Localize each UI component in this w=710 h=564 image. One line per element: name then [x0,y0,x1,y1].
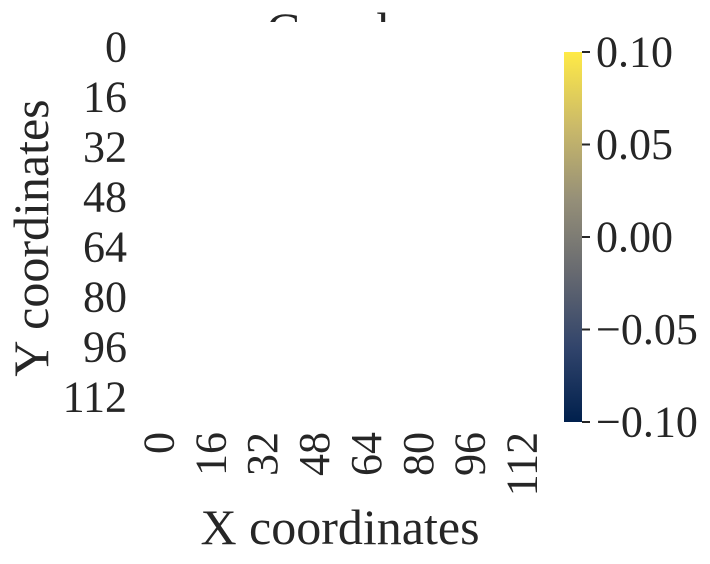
y-tick-label: 112 [63,373,127,422]
x-tick-label: 0 [134,432,183,454]
y-tick-label: 64 [83,223,127,272]
x-axis-label: X coordinates [200,499,479,555]
heatmap-plot-area [133,22,548,422]
colorbar [564,52,582,422]
x-tick-label: 96 [446,432,495,476]
y-tick-label: 80 [83,273,127,322]
colorbar-tick-label: 0.00 [596,213,673,262]
y-tick-label: 48 [83,173,127,222]
colorbar-tick-label: 0.05 [596,120,673,169]
y-tick-label: 32 [83,123,127,172]
colorbar-tick-label: 0.10 [596,28,673,77]
x-tick-labels: 0 16 32 48 64 80 96 112 [134,432,546,496]
colorbar-tick-label: −0.10 [596,398,698,447]
colorbar-tick-label: −0.05 [596,305,698,354]
x-tick-label: 80 [394,432,443,476]
colorbar-ticks: 0.10 0.05 0.00 −0.05 −0.10 [582,28,698,447]
x-tick-label: 48 [290,432,339,476]
x-tick-label: 16 [186,432,235,476]
x-tick-label: 112 [498,432,547,496]
x-tick-label: 32 [238,432,287,476]
x-tick-label: 64 [342,432,391,476]
y-axis-label: Y coordinates [3,99,59,376]
y-tick-label: 0 [105,23,127,72]
y-tick-label: 96 [83,323,127,372]
y-tick-label: 16 [83,73,127,122]
